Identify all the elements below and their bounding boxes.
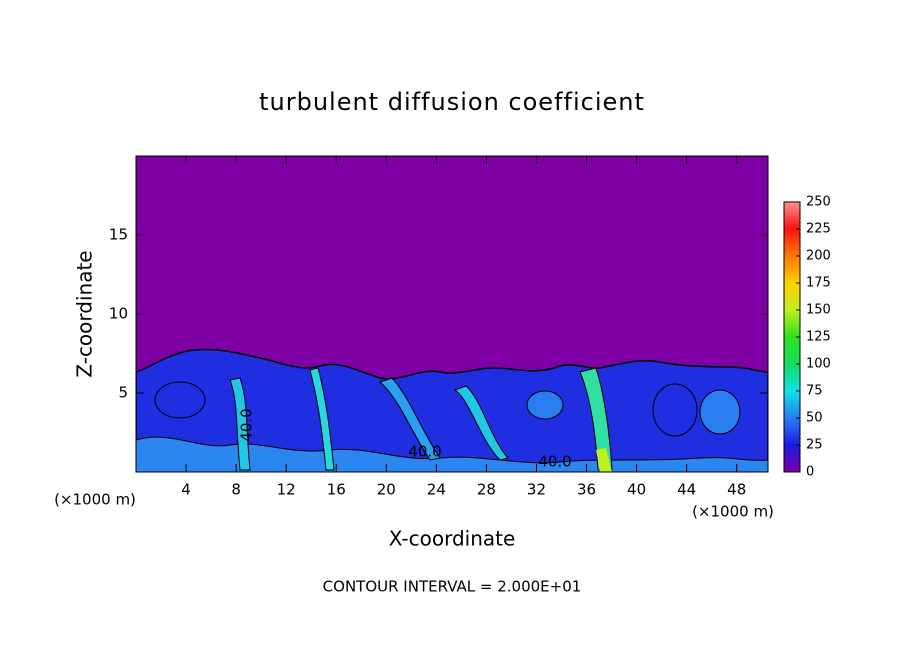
x-tick-label: 48: [727, 481, 746, 499]
colorbar-tick-label: 150: [806, 303, 831, 318]
x-tick-label: 28: [477, 481, 496, 499]
colorbar-tick-label: 250: [806, 195, 831, 210]
x-tick-label: 36: [577, 481, 596, 499]
y-tick-label: 15: [109, 226, 128, 244]
x-tick-label: 12: [277, 481, 296, 499]
contour-label: 40.0: [408, 443, 441, 461]
field: [136, 156, 768, 472]
x-tick-label: 44: [677, 481, 696, 499]
x-tick-label: 40: [627, 481, 646, 499]
x-tick-label: 16: [327, 481, 346, 499]
x-unit-label: (×1000 m): [692, 503, 774, 521]
x-axis-label: X-coordinate: [389, 527, 516, 551]
x-unit-label: (×1000 m): [54, 491, 136, 509]
x-tick-label: 24: [427, 481, 446, 499]
footer-note: CONTOUR INTERVAL = 2.000E+01: [323, 578, 582, 596]
colorbar-tick-label: 125: [806, 330, 831, 345]
colorbar-tick-label: 200: [806, 249, 831, 264]
colorbar-tick-label: 100: [806, 357, 831, 372]
y-tick-label: 10: [109, 305, 128, 323]
x-tick-label: 32: [527, 481, 546, 499]
colorbar-tick-label: 0: [806, 465, 814, 480]
colorbar-tick-label: 175: [806, 276, 831, 291]
y-axis-label: Z-coordinate: [73, 250, 97, 377]
y-tick-label: 5: [118, 384, 128, 402]
colorbar-tick-label: 75: [806, 384, 823, 399]
colorbar-tick-label: 225: [806, 222, 831, 237]
x-tick-label: 8: [231, 481, 241, 499]
chart-title: turbulent diffusion coefficient: [259, 88, 645, 116]
contour-label: 40.0: [238, 408, 256, 441]
contour-label: 40.0: [538, 453, 571, 471]
colorbar-tick-label: 25: [806, 438, 823, 453]
colorbar-tick-label: 50: [806, 411, 823, 426]
x-tick-label: 4: [181, 481, 191, 499]
x-tick-label: 20: [377, 481, 396, 499]
